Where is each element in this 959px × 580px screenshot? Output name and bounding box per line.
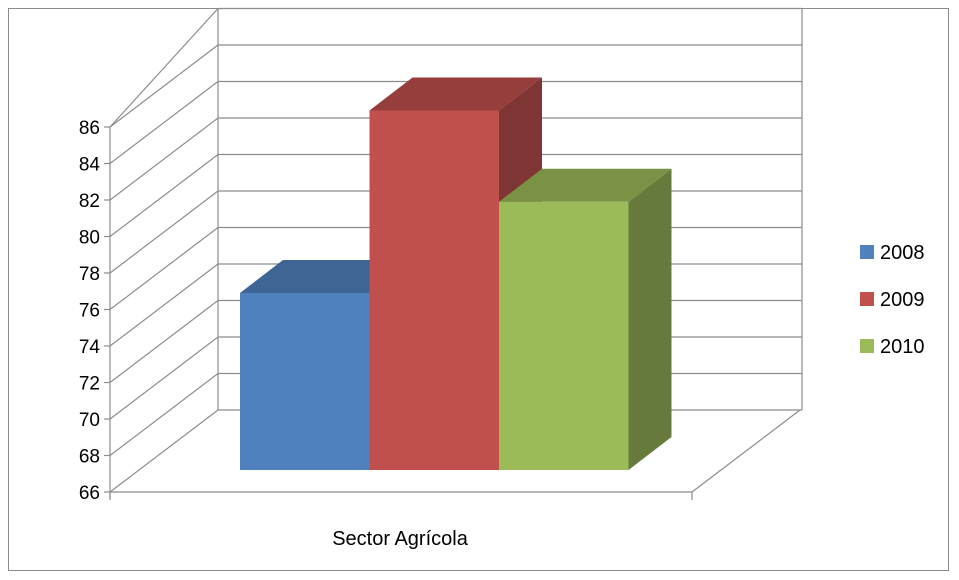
bar-top-2008 [240, 259, 413, 293]
y-tick-label: 80 [79, 228, 100, 249]
gridline-side [109, 190, 219, 274]
y-tick-label: 72 [79, 374, 100, 395]
gridline-side [109, 409, 219, 493]
bar-2009 [369, 110, 499, 470]
gridline-side [109, 336, 219, 420]
y-tick-label: 78 [79, 264, 100, 285]
x-category-label: Sector Agrícola [332, 528, 469, 550]
bar-top-2010 [499, 168, 672, 202]
bar-side-2010 [628, 168, 672, 470]
side-wall-edge [109, 8, 219, 128]
y-tick-label: 68 [79, 447, 100, 468]
gridline-side [109, 44, 219, 128]
gridline-side [109, 263, 219, 347]
gridline-side [109, 227, 219, 310]
y-tick-label: 66 [79, 483, 100, 504]
legend-swatch-2010 [860, 339, 874, 353]
y-tick-label: 70 [79, 410, 100, 431]
floor-right-edge [691, 409, 801, 493]
legend-label-2008: 2008 [880, 242, 925, 264]
bar-top-2009 [369, 77, 542, 111]
y-tick-label: 76 [79, 301, 100, 322]
gridline-side [109, 117, 219, 201]
y-tick-label: 74 [79, 337, 101, 358]
gridline-side [109, 373, 219, 456]
legend-label-2009: 2009 [880, 289, 925, 311]
y-tick-label: 82 [79, 191, 100, 212]
bar-2008 [240, 292, 370, 470]
bar-2010 [499, 201, 629, 470]
gridline-side [109, 154, 219, 237]
gridline-side [109, 81, 219, 164]
y-tick-label: 86 [79, 118, 100, 139]
legend-swatch-2009 [860, 292, 874, 306]
legend-swatch-2008 [860, 245, 874, 259]
y-tick-label: 84 [79, 155, 101, 176]
gridline-side [109, 300, 219, 383]
legend-label-2010: 2010 [880, 336, 925, 358]
